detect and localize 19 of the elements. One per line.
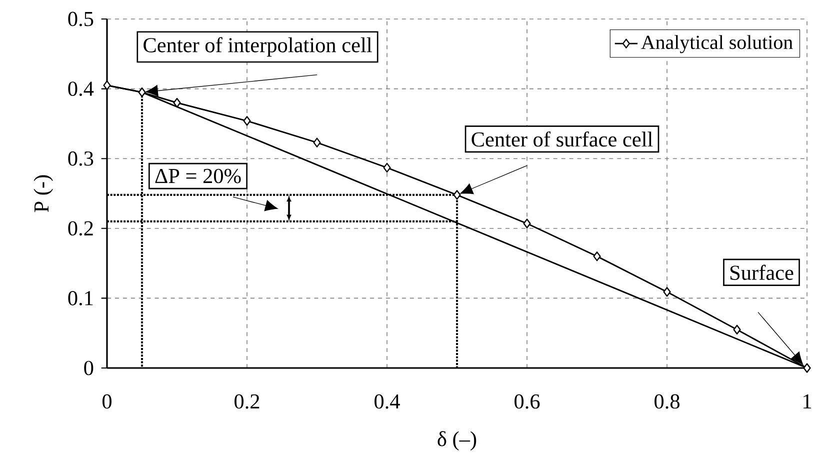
y-tick-label: 0 <box>84 360 94 376</box>
y-tick-label: 0.1 <box>68 290 93 306</box>
x-tick-label: 1 <box>804 394 812 408</box>
x-tick-label: 0.8 <box>654 394 680 409</box>
x-tick-label: 0.4 <box>374 394 400 409</box>
x-tick-label: 0 <box>102 394 112 409</box>
x-tick-label: 0.6 <box>514 394 540 409</box>
y-tick-label: 0.4 <box>68 82 94 96</box>
x-axis-title: δ (–) <box>438 431 476 451</box>
legend-label: Analytical solution <box>641 35 793 54</box>
annotation: Center of surface cell <box>472 131 653 147</box>
y-tick-label: 0.2 <box>68 221 93 236</box>
x-tick-label: 0.2 <box>234 394 260 409</box>
annotation: Surface <box>730 264 794 280</box>
y-tick-label: 0.5 <box>68 12 94 26</box>
y-tick-label: 0.3 <box>68 151 94 166</box>
annotation: ΔP = 20% <box>155 168 241 184</box>
annotation: Center of interpolation cell <box>144 37 372 57</box>
y-axis-title: P (-) <box>34 175 53 212</box>
